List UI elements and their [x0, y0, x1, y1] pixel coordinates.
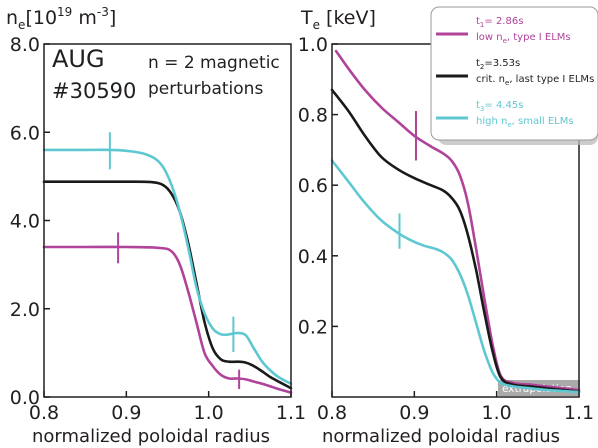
- legend-entries: t1= 2.86s low ne, type I ELMs t2=3.53s crit…: [436, 16, 594, 129]
- temperature-line-t3: [330, 159, 581, 394]
- density-line-t1: [42, 245, 293, 394]
- density-line-t2: [42, 180, 293, 390]
- density-xtick-label: 0.9: [111, 402, 141, 424]
- density-ylabel-symbol: n: [6, 7, 18, 29]
- temperature-ytick-label: 0.6: [298, 175, 328, 197]
- density-ytick-label: 6.0: [10, 122, 40, 144]
- density-ytick-label: 8.0: [10, 34, 40, 56]
- density-ytick-label: 2.0: [10, 299, 40, 321]
- density-ylabel-unit-exp: 19: [57, 5, 72, 19]
- temperature-ylabel-unit: [keV]: [320, 7, 376, 29]
- temperature-panel: Te [keV] 0.8 0.9 1.0 1.10.20.40.60.81.0 ext…: [298, 7, 594, 447]
- temperature-xtick-label: 0.9: [399, 402, 429, 424]
- perturbation-label-line2: perturbations: [148, 79, 263, 99]
- legend-entry-time-t1: t1= 2.86s: [476, 16, 523, 29]
- legend-entry-desc-t1: low ne, type I ELMs: [476, 32, 571, 45]
- density-plot-frame: [43, 43, 292, 398]
- density-xtick-label: 1.1: [276, 402, 306, 424]
- legend-box: [430, 6, 598, 141]
- legend-entry-time-t3: t3= 4.45s: [476, 100, 523, 113]
- temperature-xtick-label: 1.1: [564, 402, 594, 424]
- density-ytick-label: 4.0: [10, 211, 40, 233]
- density-ylabel-unit-suffix: ]: [109, 7, 116, 29]
- temperature-ytick-label: 0.4: [298, 246, 328, 268]
- legend-entry-desc-t2: crit. ne, last type I ELMs: [476, 74, 594, 87]
- density-ylabel: ne[1019 m-3]: [6, 5, 116, 32]
- density-ylabel-unit-exp2: -3: [97, 5, 109, 19]
- density-ylabel-unit-prefix: [10: [25, 7, 57, 29]
- temperature-ytick-label: 0.2: [298, 316, 328, 338]
- density-ylabel-sub: e: [18, 18, 25, 32]
- temperature-xlabel: normalized poloidal radius: [322, 426, 560, 447]
- temperature-xtick-label: 0.8: [317, 402, 347, 424]
- legend-entry-time-t2: t2=3.53s: [476, 58, 520, 71]
- shot-label: #30590: [52, 79, 136, 103]
- density-ylabel-unit-mid: m: [72, 7, 97, 29]
- machine-label: AUG: [52, 45, 105, 73]
- density-ticks: 0.8 0.9 1.0 1.1 0.0 2.0 4.0 6.0 8.0: [10, 34, 306, 424]
- temperature-series: [330, 49, 581, 394]
- density-panel: ne[1019 m-3] AUG #30590 n = 2 magnetic p…: [6, 5, 306, 447]
- temperature-line-t1: [334, 49, 581, 392]
- temperature-xtick-label: 1.0: [482, 402, 512, 424]
- temperature-ylabel-symbol: T: [300, 7, 313, 29]
- perturbation-label-line1: n = 2 magnetic: [148, 53, 280, 73]
- temperature-ylabel-sub: e: [313, 18, 320, 32]
- temperature-ytick-label: 0.8: [298, 105, 328, 127]
- legend: t1= 2.86s low ne, type I ELMs t2=3.53s crit…: [430, 6, 598, 145]
- density-xlabel: normalized poloidal radius: [32, 426, 270, 447]
- density-ytick-label: 0.0: [10, 387, 40, 409]
- density-series: [42, 132, 293, 394]
- density-xtick-label: 1.0: [194, 402, 224, 424]
- temperature-line-t2: [330, 88, 581, 393]
- temperature-ytick-label: 1.0: [298, 34, 328, 56]
- legend-entry-desc-t3: high ne, small ELMs: [476, 116, 574, 129]
- density-line-t3: [42, 148, 293, 386]
- density-xtick-label: 0.8: [29, 402, 59, 424]
- temperature-ylabel: Te [keV]: [300, 7, 376, 32]
- temperature-ticks: 0.8 0.9 1.0 1.1 0.2 0.4 0.6 0.8 1.0: [298, 34, 594, 424]
